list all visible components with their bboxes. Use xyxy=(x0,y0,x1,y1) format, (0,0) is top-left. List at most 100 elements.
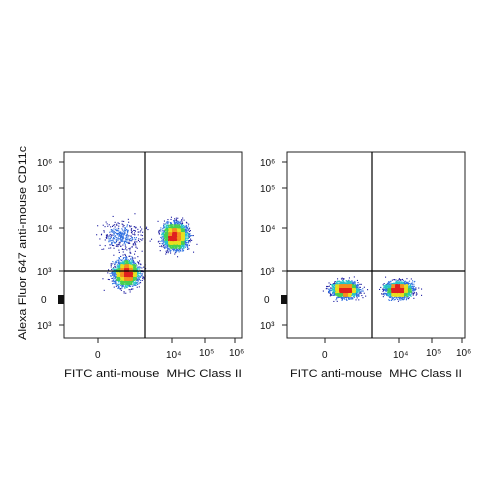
event-dot xyxy=(140,263,142,265)
event-dot xyxy=(164,224,166,226)
event-dot xyxy=(176,232,178,234)
event-dot xyxy=(164,247,166,249)
event-dot xyxy=(171,237,173,239)
event-dot xyxy=(129,264,131,266)
event-dot xyxy=(135,278,137,280)
event-dot xyxy=(130,262,132,264)
event-dot xyxy=(120,263,122,265)
event-dot xyxy=(139,226,141,228)
event-dot xyxy=(112,231,114,233)
event-dot xyxy=(125,277,127,279)
event-dot xyxy=(141,273,143,275)
event-dot xyxy=(112,225,114,227)
event-dot xyxy=(127,263,129,265)
event-dot xyxy=(128,285,130,287)
dots-left xyxy=(96,213,198,294)
event-dot xyxy=(181,233,183,235)
event-dot xyxy=(118,235,120,237)
event-dot xyxy=(128,276,130,278)
event-dot xyxy=(108,240,110,242)
event-dot xyxy=(135,264,137,266)
event-dot xyxy=(168,229,170,231)
event-dot xyxy=(114,266,116,268)
event-dot xyxy=(116,224,118,226)
event-dot xyxy=(131,288,133,290)
event-dot xyxy=(121,266,123,268)
event-dot xyxy=(124,228,126,230)
event-dot xyxy=(178,236,180,238)
event-dot xyxy=(186,227,188,229)
event-dot xyxy=(186,229,188,231)
event-dot xyxy=(114,224,116,226)
event-dot xyxy=(175,240,177,242)
event-dot xyxy=(122,265,124,267)
event-dot xyxy=(124,243,126,245)
event-dot xyxy=(134,213,136,215)
event-dot xyxy=(167,247,169,249)
event-dot xyxy=(121,277,123,279)
event-dot xyxy=(180,236,182,238)
event-dot xyxy=(140,264,142,266)
event-dot xyxy=(119,232,121,234)
event-dot xyxy=(129,266,131,268)
event-dot xyxy=(114,264,116,266)
event-dot xyxy=(133,244,135,246)
event-dot xyxy=(129,273,131,275)
event-dot xyxy=(175,252,177,254)
event-dot xyxy=(138,278,140,280)
event-dot xyxy=(119,241,121,243)
event-dot xyxy=(126,229,128,231)
event-dot xyxy=(123,279,125,281)
event-dot xyxy=(118,286,120,288)
event-dot xyxy=(196,243,198,245)
event-dot xyxy=(118,273,120,275)
event-dot xyxy=(185,242,187,244)
event-dot xyxy=(136,286,138,288)
event-dot xyxy=(113,276,115,278)
event-dot xyxy=(112,283,114,285)
event-dot xyxy=(128,238,130,240)
event-dot xyxy=(116,233,118,235)
event-dot xyxy=(175,231,177,233)
event-dot xyxy=(173,220,175,222)
event-dot xyxy=(116,269,118,271)
event-dot xyxy=(168,231,170,233)
event-dot xyxy=(176,250,178,252)
event-dot xyxy=(117,229,119,231)
event-dot xyxy=(113,228,115,230)
event-dot xyxy=(183,238,185,240)
event-dot xyxy=(135,284,137,286)
event-dot xyxy=(129,255,131,257)
event-dot xyxy=(178,228,180,230)
event-dot xyxy=(132,267,134,269)
event-dot xyxy=(119,232,121,234)
event-dot xyxy=(114,236,116,238)
event-dot xyxy=(184,229,186,231)
event-dot xyxy=(178,234,180,236)
event-dot xyxy=(115,285,117,287)
event-dot xyxy=(130,277,132,279)
event-dot xyxy=(119,235,121,237)
event-dot xyxy=(136,274,138,276)
event-dot xyxy=(110,266,112,268)
event-dot xyxy=(131,265,133,267)
event-dot xyxy=(122,282,124,284)
event-dot xyxy=(167,228,169,230)
event-dot xyxy=(164,236,166,238)
event-dot xyxy=(112,271,114,273)
event-dot xyxy=(114,229,116,231)
event-dot xyxy=(185,230,187,232)
event-dot xyxy=(168,244,170,246)
event-dot xyxy=(140,273,142,275)
event-dot xyxy=(113,245,115,247)
event-dot xyxy=(130,229,132,231)
event-dot xyxy=(159,243,161,245)
event-dot xyxy=(132,285,134,287)
event-dot xyxy=(127,266,129,268)
event-dot xyxy=(102,278,104,280)
event-dot xyxy=(134,284,136,286)
event-dot xyxy=(109,273,111,275)
event-dot xyxy=(135,267,137,269)
event-dot xyxy=(163,241,165,243)
event-dot xyxy=(134,253,136,255)
